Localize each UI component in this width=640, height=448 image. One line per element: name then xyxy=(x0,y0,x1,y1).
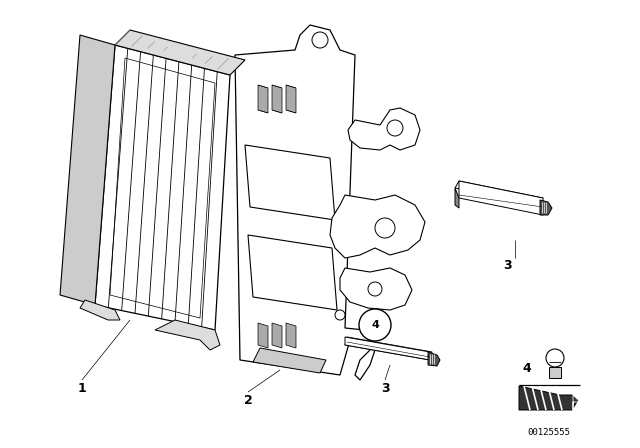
Polygon shape xyxy=(455,188,459,208)
Polygon shape xyxy=(272,85,282,113)
Text: 3: 3 xyxy=(381,382,389,395)
Polygon shape xyxy=(459,181,543,215)
Polygon shape xyxy=(258,323,268,348)
Polygon shape xyxy=(549,367,561,378)
Polygon shape xyxy=(258,85,268,113)
Polygon shape xyxy=(540,200,552,215)
Polygon shape xyxy=(245,145,335,220)
Polygon shape xyxy=(345,337,432,360)
Polygon shape xyxy=(345,337,430,360)
Circle shape xyxy=(312,32,328,48)
Polygon shape xyxy=(60,35,115,305)
Polygon shape xyxy=(248,235,337,310)
Circle shape xyxy=(335,310,345,320)
Polygon shape xyxy=(340,268,412,310)
Polygon shape xyxy=(286,323,296,348)
Polygon shape xyxy=(235,25,375,380)
Text: 2: 2 xyxy=(244,393,252,406)
Polygon shape xyxy=(115,30,245,75)
Polygon shape xyxy=(95,45,230,330)
Text: 1: 1 xyxy=(77,382,86,395)
Circle shape xyxy=(375,218,395,238)
Polygon shape xyxy=(253,348,326,373)
Text: 3: 3 xyxy=(504,258,512,271)
Polygon shape xyxy=(348,108,420,150)
Polygon shape xyxy=(286,85,296,113)
Circle shape xyxy=(546,349,564,367)
Text: 4: 4 xyxy=(371,320,379,330)
Polygon shape xyxy=(330,195,425,258)
Polygon shape xyxy=(155,320,220,350)
Polygon shape xyxy=(519,386,578,410)
Polygon shape xyxy=(455,181,543,205)
Text: 00125555: 00125555 xyxy=(527,427,570,436)
Circle shape xyxy=(387,120,403,136)
Circle shape xyxy=(359,309,391,341)
Polygon shape xyxy=(428,352,440,366)
Circle shape xyxy=(368,282,382,296)
Polygon shape xyxy=(272,323,282,348)
Polygon shape xyxy=(80,300,120,320)
Text: 4: 4 xyxy=(523,362,531,375)
